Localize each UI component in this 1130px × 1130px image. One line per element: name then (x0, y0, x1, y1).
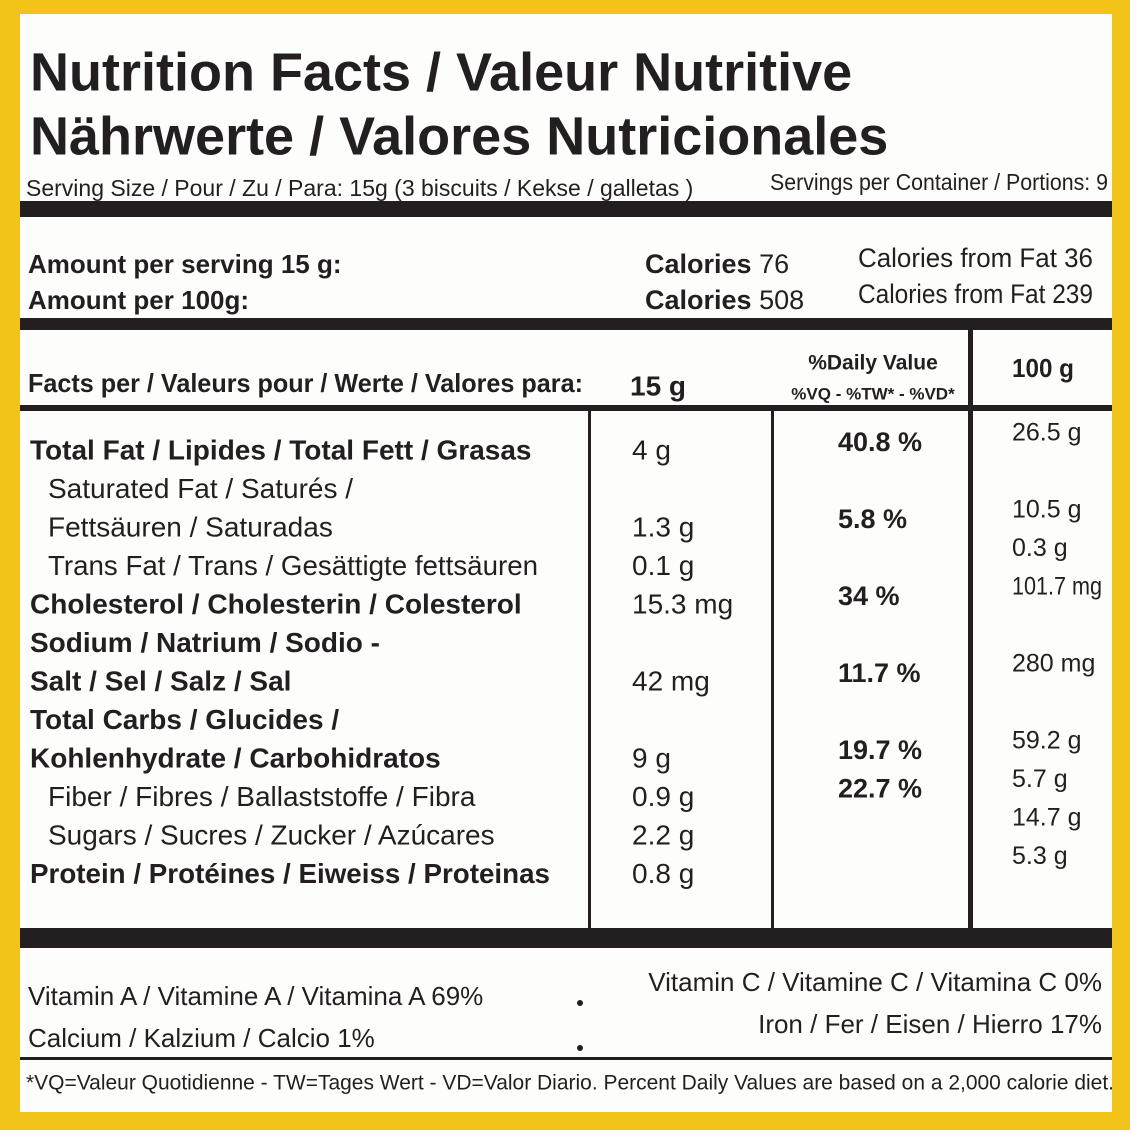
label: Calories from Fat (858, 243, 1057, 273)
vitamin: Vitamin A / Vitamine A / Vitamina A 69% (28, 981, 483, 1011)
nutrient-name: Salt / Sel / Salz / Sal (30, 665, 291, 696)
per-serving: 9 g (632, 742, 671, 773)
amount-label: Amount per 100g: (28, 285, 249, 315)
value: 508 (759, 285, 804, 315)
per-serving: 0.1 g (632, 550, 694, 581)
nutrient-name: Fettsäuren / Saturadas (48, 511, 333, 542)
per-serving: 42 mg (632, 665, 710, 696)
servings-per-container: Servings per Container / Portions: 9 (770, 169, 1108, 195)
per-100g: 280 mg (1012, 650, 1095, 678)
serving-size: Serving Size / Pour / Zu / Para: 15g (3 … (26, 175, 693, 201)
title: Nährwerte / Valores Nutricionales (30, 106, 888, 166)
footnote: *VQ=Valeur Quotidienne - TW=Tages Wert -… (26, 1072, 1114, 1095)
per-100g: 0.3 g (1012, 534, 1068, 562)
calories: Calories 76 (645, 249, 789, 279)
per-serving: 0.9 g (632, 781, 694, 812)
calories-from-fat: Calories from Fat 239 (858, 279, 1093, 309)
divider-line (20, 1057, 1112, 1060)
title: Nutrition Facts / Valeur Nutritive (30, 42, 852, 102)
per-serving: 0.8 g (632, 858, 694, 889)
per-100g: 59.2 g (1012, 727, 1082, 755)
per-serving: 1.3 g (632, 511, 694, 542)
column-header: %Daily Value (808, 352, 938, 375)
vitamin: Calcium / Kalzium / Calcio 1% (28, 1023, 375, 1053)
divider-bar (20, 405, 1112, 411)
calories-from-fat: Calories from Fat 36 (858, 243, 1093, 273)
value: 239 (1052, 279, 1093, 309)
nutrient-name: Trans Fat / Trans / Gesättigte fettsäure… (48, 550, 538, 581)
per-serving: 2.2 g (632, 819, 694, 850)
daily-value: 34 % (838, 581, 900, 611)
amount-label: Amount per serving 15 g: (28, 249, 342, 279)
column-header: 100 g (1012, 353, 1074, 383)
per-100g: 26.5 g (1012, 419, 1082, 447)
nutrient-name: Sodium / Natrium / Sodio - (30, 627, 380, 658)
per-serving: 15.3 mg (632, 588, 733, 619)
divider-bar (20, 318, 1112, 330)
per-100g: 5.3 g (1012, 842, 1068, 870)
divider-bar (20, 201, 1112, 217)
divider-bar (20, 928, 1112, 948)
per-100g: 14.7 g (1012, 804, 1082, 832)
nutrient-name: Protein / Protéines / Eiweiss / Proteina… (30, 858, 550, 889)
value: 36 (1064, 243, 1093, 273)
column-line (588, 410, 591, 930)
daily-value: 19.7 % (838, 735, 922, 765)
nutrient-name: Total Carbs / Glucides / (30, 704, 339, 735)
column-header: %VQ - %TW* - %VD* (791, 384, 955, 403)
nutrient-name: Kohlenhydrate / Carbohidratos (30, 742, 441, 773)
nutrient-name: Cholesterol / Cholesterin / Colesterol (30, 588, 522, 619)
nutrient-name: Total Fat / Lipides / Total Fett / Grasa… (30, 434, 531, 465)
column-header: 15 g (630, 370, 686, 401)
nutrient-name: Sugars / Sucres / Zucker / Azúcares (48, 819, 495, 850)
nutrient-name: Saturated Fat / Saturés / (48, 473, 353, 504)
per-100g: 10.5 g (1012, 496, 1082, 524)
column-line (771, 410, 774, 930)
label: Calories from Fat (858, 279, 1046, 309)
column-line (968, 330, 973, 930)
bullet (577, 1045, 583, 1051)
label: Calories (645, 285, 752, 315)
value: 76 (759, 249, 789, 279)
label: Calories (645, 249, 752, 279)
vitamin: Iron / Fer / Eisen / Hierro 17% (758, 1009, 1102, 1039)
daily-value: 11.7 % (838, 658, 921, 688)
calories: Calories 508 (645, 285, 804, 315)
column-header: Facts per / Valeurs pour / Werte / Valor… (28, 368, 583, 398)
daily-value: 22.7 % (838, 774, 922, 804)
per-100g: 101.7 mg (1012, 573, 1102, 601)
per-serving: 4 g (632, 434, 671, 465)
vitamin: Vitamin C / Vitamine C / Vitamina C 0% (648, 967, 1102, 997)
daily-value: 5.8 % (838, 504, 907, 534)
nutrient-name: Fiber / Fibres / Ballaststoffe / Fibra (48, 781, 476, 812)
bullet (577, 1000, 583, 1006)
daily-value: 40.8 % (838, 427, 922, 457)
per-100g: 5.7 g (1012, 765, 1068, 793)
